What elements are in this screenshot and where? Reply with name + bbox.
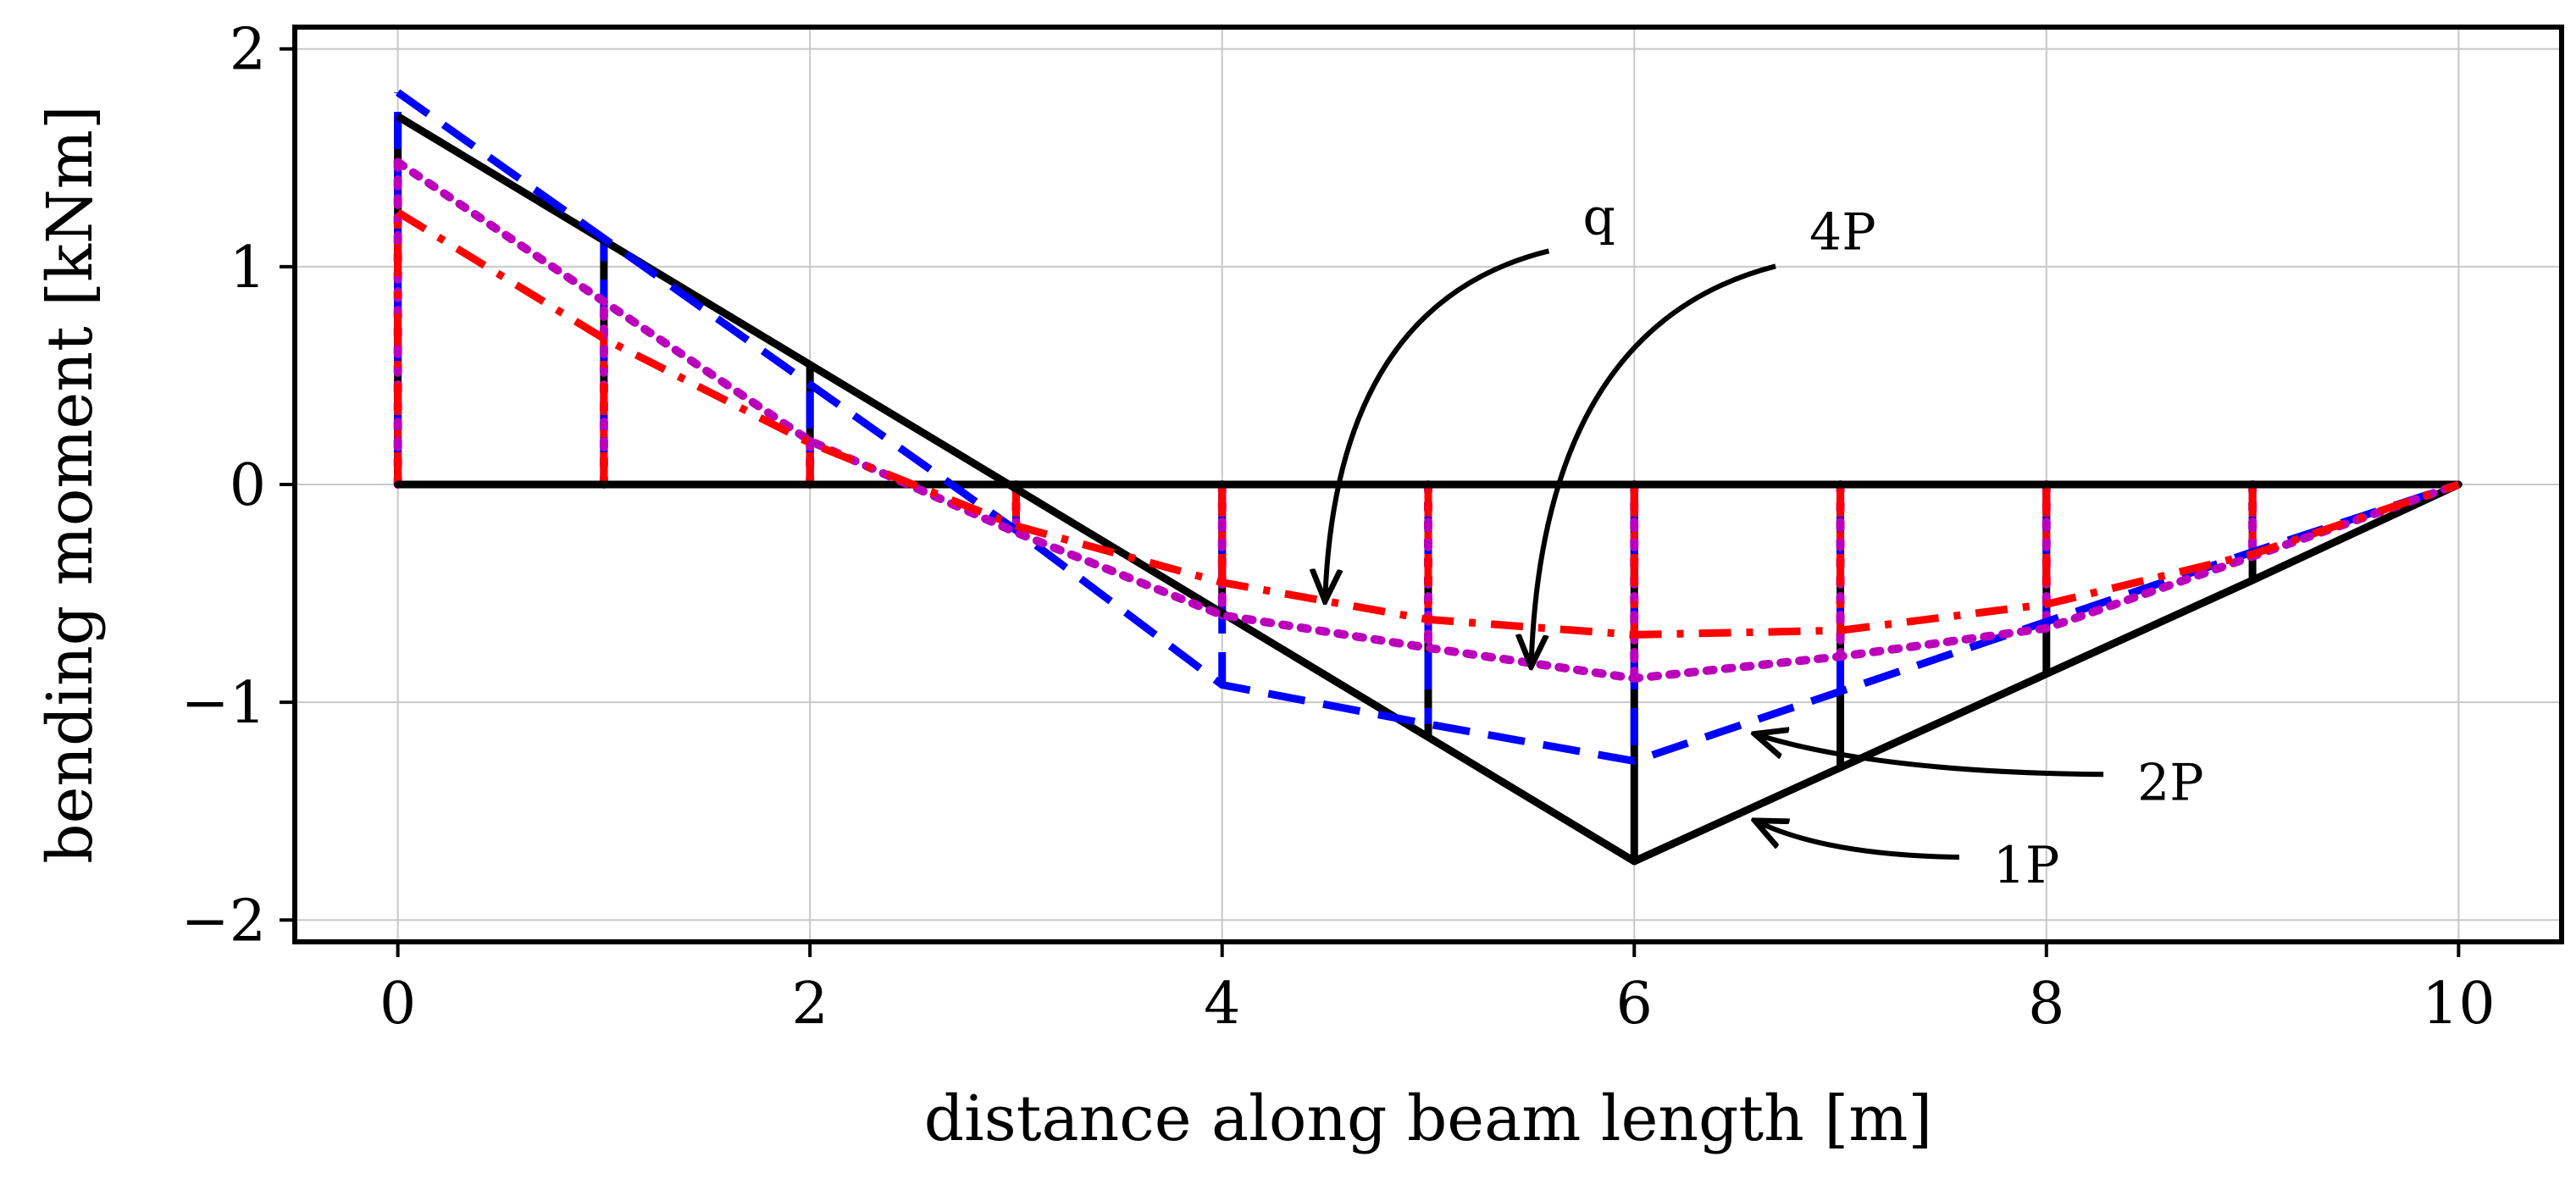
y-tick-label: −1 <box>181 670 266 737</box>
x-tick-label: 0 <box>379 971 416 1038</box>
annotation-label-1p: 1P <box>1993 836 2060 895</box>
series-line-4p <box>393 158 2463 683</box>
y-tick-label: −2 <box>181 888 266 955</box>
series-line-1p <box>396 113 2461 866</box>
y-tick-label: 2 <box>230 17 266 84</box>
series <box>393 89 2463 866</box>
series-line-q <box>396 208 2460 639</box>
y-tick-label: 1 <box>230 235 266 302</box>
annotation-label-2p: 2P <box>2137 753 2204 812</box>
x-tick-label: 2 <box>792 971 828 1038</box>
y-tick-label: 0 <box>230 452 266 519</box>
x-axis-label: distance along beam length [m] <box>924 1082 1932 1155</box>
x-tick-label: 8 <box>2028 971 2064 1038</box>
ticks: 0 2 4 6 8 10 −2 −1 0 1 2 <box>181 17 2496 1038</box>
annotation-arrow-2p <box>1758 735 2104 778</box>
x-tick-label: 4 <box>1204 971 1240 1038</box>
annotation-label-4p: 4P <box>1809 202 1876 262</box>
annotation-label-q: q <box>1582 187 1615 246</box>
annotation-arrow-1p <box>1758 822 1959 860</box>
x-tick-label: 6 <box>1616 971 1653 1038</box>
annotation-arrow-4p <box>1532 263 1776 663</box>
annotations: q 4P 2P 1P <box>1325 187 2204 895</box>
y-axis-label: bending moment [kNm] <box>34 105 107 864</box>
x-tick-label: 10 <box>2422 971 2496 1038</box>
stems <box>393 92 2257 861</box>
series-line-2p <box>395 89 2460 766</box>
annotation-arrow-q <box>1325 248 1550 597</box>
